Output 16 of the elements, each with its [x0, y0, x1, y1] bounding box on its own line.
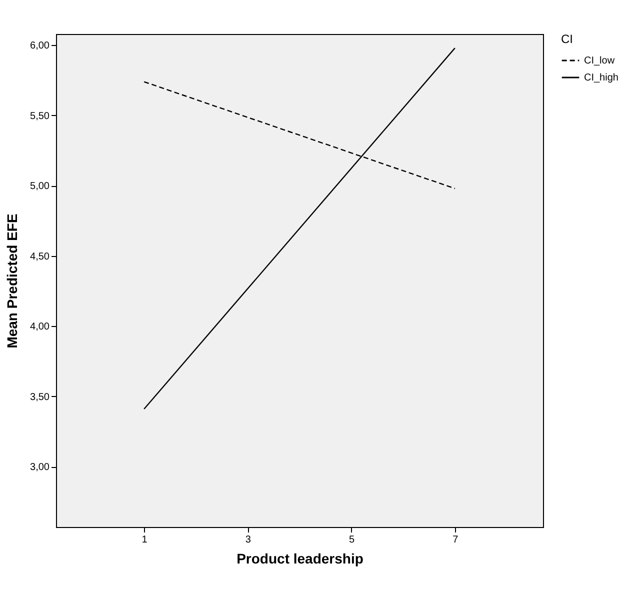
- y-tick-label: 5,50: [30, 110, 50, 122]
- y-tick-label: 4,00: [30, 322, 50, 333]
- x-tick-label: 7: [452, 534, 459, 546]
- legend-label: CI_high: [584, 72, 618, 84]
- y-tick-label: 3,50: [30, 392, 50, 403]
- y-tick-label: 3,00: [30, 462, 50, 474]
- y-tick-label: 4,50: [30, 251, 50, 262]
- x-axis-title: Product leadership: [236, 550, 364, 566]
- x-tick-label: 3: [245, 534, 252, 546]
- legend-title: CI: [561, 32, 573, 46]
- y-tick-label: 6,00: [30, 40, 50, 52]
- y-axis-title: Mean Predicted EFE: [4, 214, 20, 348]
- x-tick-label: 5: [349, 534, 356, 546]
- legend-label: CI_low: [584, 56, 616, 66]
- x-tick-label: 1: [142, 534, 148, 546]
- y-tick-label: 5,00: [30, 181, 50, 192]
